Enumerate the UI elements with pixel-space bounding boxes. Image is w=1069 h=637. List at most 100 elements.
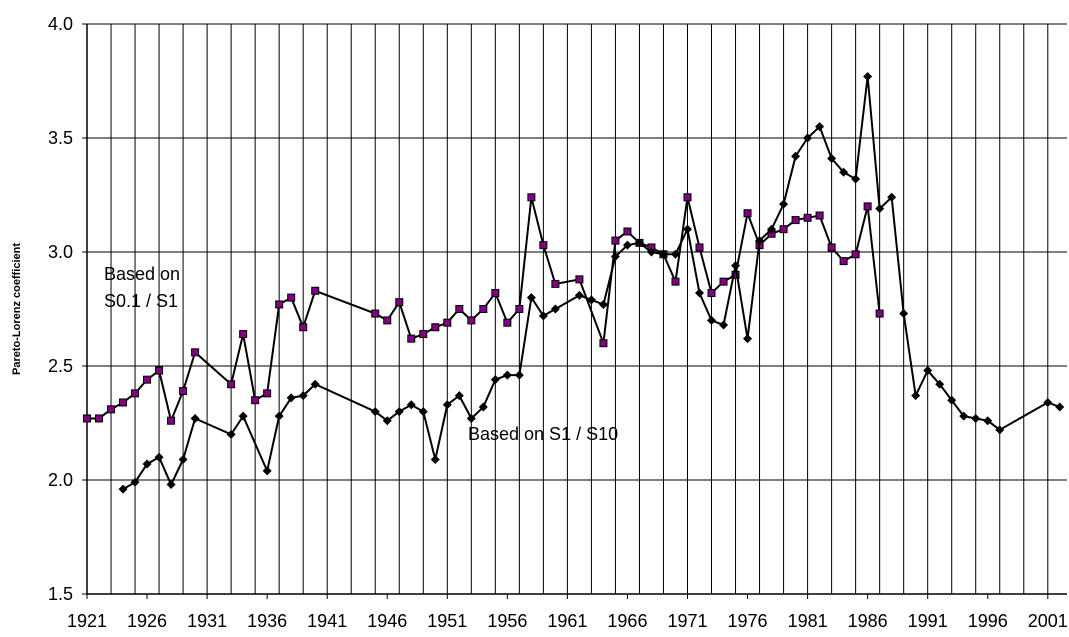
x-tick-label: 1961 [547,611,587,631]
marker [274,411,284,421]
marker [167,416,176,425]
marker [851,174,861,184]
marker [455,305,464,313]
marker [142,459,152,469]
marker [490,375,500,385]
marker [491,289,500,298]
x-tick-label: 1966 [607,611,647,631]
y-tick-label: 2.0 [48,470,73,490]
marker [743,334,753,344]
marker [418,407,428,417]
marker [95,414,104,423]
marker [503,318,512,327]
marker [454,391,464,401]
marker [682,224,692,234]
marker [190,413,200,423]
y-tick-label: 1.5 [48,584,73,604]
marker [442,400,452,410]
marker [767,224,777,234]
marker [707,289,716,298]
x-tick-label: 1986 [848,611,888,631]
marker [1043,397,1053,407]
marker [227,380,236,389]
marker [695,288,704,298]
marker [478,402,488,412]
marker [371,309,380,318]
marker [599,339,608,348]
marker [515,305,524,313]
marker [383,316,392,325]
x-tick-label: 1941 [307,611,347,631]
marker [238,411,248,421]
marker [298,391,308,401]
marker [406,400,416,410]
marker [83,414,91,423]
marker [779,199,789,209]
marker [839,257,848,266]
x-tick-label: 1951 [427,611,467,631]
marker [154,452,164,462]
x-tick-label: 1946 [367,611,407,631]
marker [166,480,176,490]
marker [251,396,260,405]
marker [755,236,765,246]
x-tick-label: 1976 [728,611,768,631]
marker [610,252,620,262]
marker [646,247,656,257]
marker [526,293,536,303]
marker [443,318,452,327]
marker [130,477,140,487]
marker [226,429,236,439]
marker [875,204,885,214]
marker [143,375,152,384]
marker [670,249,680,259]
marker [574,290,584,300]
marker [407,334,416,343]
marker [899,309,909,319]
marker [827,154,837,164]
marker [719,277,728,286]
marker [419,330,428,339]
marker [178,454,188,464]
marker [634,238,644,248]
marker [695,243,704,252]
marker [539,241,548,250]
marker [191,348,200,357]
marker [586,295,596,305]
marker [467,316,476,325]
marker [310,379,320,389]
marker [299,323,308,332]
marker [395,298,404,307]
marker [287,293,296,302]
marker [527,193,536,202]
marker [623,227,632,236]
marker [959,411,969,421]
marker [575,275,584,284]
marker [803,133,813,143]
marker [370,407,380,417]
marker [382,416,392,426]
x-tick-label: 1921 [67,611,107,631]
x-tick-label: 1926 [127,611,167,631]
annotation: S0.1 / S1 [104,291,178,311]
marker [538,311,548,321]
marker [719,320,729,330]
marker [262,466,272,476]
x-tick-label: 1996 [968,611,1008,631]
marker [971,413,981,423]
marker [275,300,284,309]
marker [394,407,404,417]
marker [995,425,1005,435]
marker [1055,402,1065,412]
marker [263,389,272,398]
marker [466,413,476,423]
x-tick-label: 1956 [487,611,527,631]
marker [551,279,560,288]
x-tick-label: 1981 [788,611,828,631]
marker [671,277,680,286]
marker [431,323,440,332]
marker [622,240,632,250]
y-tick-label: 3.0 [48,242,73,262]
marker [779,225,788,234]
